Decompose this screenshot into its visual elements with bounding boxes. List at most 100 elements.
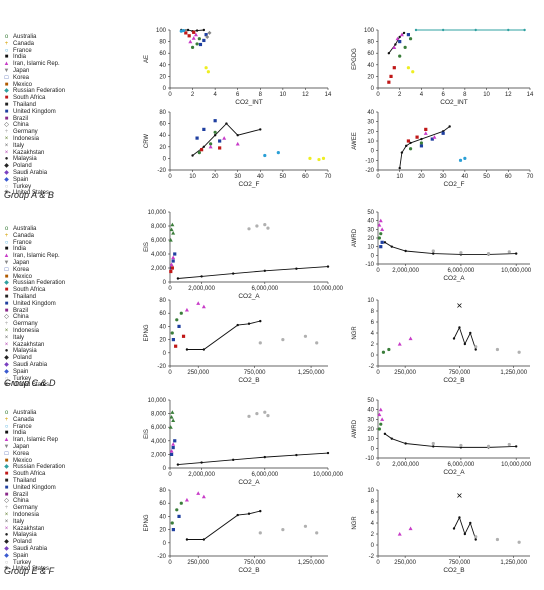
legend-marker: o: [4, 34, 9, 40]
series-line: [177, 266, 329, 279]
data-point: [185, 348, 189, 351]
data-point: [171, 259, 175, 263]
y-tick-label: 20: [159, 74, 166, 80]
legend-item: ▲ Iran, Islamic Rep.: [2, 61, 65, 68]
y-tick-label: 0: [163, 351, 167, 357]
data-point: [387, 347, 391, 352]
legend-label: Poland: [13, 355, 32, 362]
x-tick-label: 0: [168, 560, 172, 566]
data-point: [379, 245, 383, 249]
data-point: [419, 144, 424, 148]
legend-item: ◆ Saudi Arabia: [2, 546, 65, 553]
group-label-a-b: Group A & B: [4, 190, 54, 200]
data-point: [408, 147, 413, 151]
y-tick-label: 60: [159, 501, 166, 507]
y-axis-label: AWRD: [352, 419, 358, 438]
legend-item: ■ South Africa: [2, 287, 65, 294]
legend-marker: ◆: [4, 88, 9, 95]
legend-label: Malaysia: [13, 156, 37, 163]
y-tick-label: 80: [159, 110, 166, 116]
y-axis-label: NGR: [352, 516, 358, 530]
legend-label: Canada: [13, 232, 35, 239]
x-tick-label: 250,000: [187, 370, 209, 376]
data-point: [170, 521, 174, 525]
x-tick-label: 6,000,000: [251, 286, 278, 292]
legend-item: ◇ China: [2, 314, 65, 321]
data-point: [266, 414, 270, 418]
data-point: [326, 451, 330, 455]
legend-item: + Germany: [2, 129, 65, 136]
group-label-e-f: Group E & F: [4, 566, 55, 576]
y-tick-label: 80: [159, 488, 166, 494]
legend-marker: ○: [4, 183, 9, 190]
legend-marker: ○: [4, 239, 9, 246]
data-point: [387, 52, 391, 55]
y-tick-label: -10: [365, 456, 374, 462]
data-point: [202, 28, 206, 32]
data-point: [390, 437, 394, 440]
legend-marker: ✳: [3, 190, 10, 197]
legend-label: United Kingdom: [13, 300, 56, 307]
x-axis-label: CO2_A: [238, 293, 260, 300]
legend-label: Thailand: [13, 293, 37, 300]
data-point: [236, 323, 239, 327]
chart-panel-group-c-d-left: 0 2,000 4,000 6,000 8,000 10,000 0 2,000,000 6,0…: [144, 210, 344, 300]
y-tick-label: 2: [371, 532, 375, 538]
data-point: [201, 304, 206, 309]
data-point: [255, 224, 259, 228]
data-point: [196, 491, 201, 495]
data-point: [377, 427, 381, 431]
x-axis-label: CO2_INT: [235, 99, 262, 106]
data-point: [377, 236, 381, 240]
y-tick-label: 40: [367, 63, 374, 69]
data-point: [179, 501, 183, 505]
y-tick-label: 0: [371, 149, 375, 155]
x-tick-label: 10,000,000: [313, 472, 344, 478]
data-point: [176, 463, 180, 466]
legend-label: Saudi Arabia: [13, 169, 48, 176]
legend-marker: ●: [4, 532, 9, 539]
data-point: [191, 154, 194, 157]
data-point: [423, 131, 428, 135]
data-point: [195, 42, 199, 46]
y-tick-label: 6: [371, 510, 375, 516]
legend-marker: ✳: [3, 382, 10, 389]
data-point: [441, 28, 445, 32]
legend-item: ■ Brazil: [2, 116, 65, 123]
legend-item: ◆ Poland: [2, 539, 65, 546]
data-point: [474, 348, 477, 351]
legend-marker: ◆: [4, 545, 9, 552]
y-tick-label: 60: [159, 51, 166, 57]
legend-label: Mexico: [13, 273, 33, 280]
legend-label: Spain: [13, 552, 29, 559]
x-tick-label: 1,250,000: [298, 560, 325, 566]
data-point: [400, 151, 404, 154]
data-point: [259, 509, 262, 513]
data-point: [507, 442, 511, 447]
x-tick-label: 0: [376, 462, 380, 468]
data-point: [173, 439, 177, 443]
y-tick-label: -10: [365, 262, 374, 268]
legend-label: Italy: [13, 334, 25, 341]
y-tick-label: 40: [159, 324, 166, 330]
data-point: [398, 40, 402, 44]
legend-label: China: [13, 314, 29, 321]
data-point: [398, 35, 401, 39]
y-tick-label: 6,000: [151, 238, 167, 244]
data-point: [175, 508, 179, 512]
legend-label: India: [13, 54, 27, 61]
legend-item: ◆ Poland: [2, 355, 65, 362]
data-point: [174, 344, 178, 348]
legend-item: ■ South Africa: [2, 95, 65, 102]
data-point: [457, 493, 462, 498]
y-axis-label: EIS: [144, 429, 150, 439]
data-point: [197, 151, 201, 155]
data-point: [205, 34, 210, 39]
data-point: [514, 252, 518, 255]
data-point: [430, 137, 434, 141]
data-point: [486, 252, 491, 256]
data-point: [317, 157, 321, 162]
